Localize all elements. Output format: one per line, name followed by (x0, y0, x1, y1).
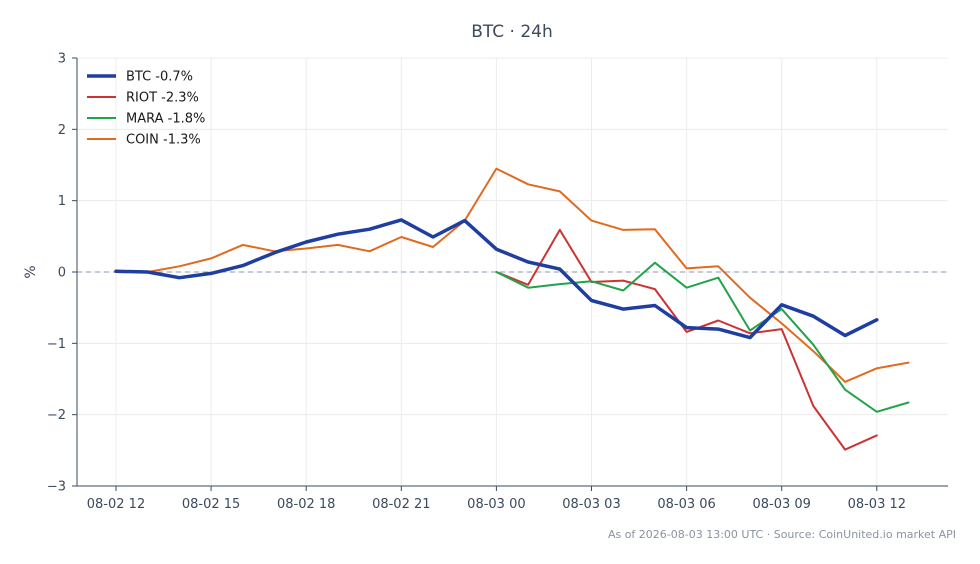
series-line-riot (495, 228, 878, 451)
legend-label: MARA -1.8% (126, 112, 205, 127)
y-tick-label: 1 (58, 194, 66, 209)
y-tick-label: −1 (47, 337, 66, 352)
series-line-btc (114, 218, 879, 340)
y-tick-label: 2 (58, 123, 66, 138)
legend-label: BTC -0.7% (126, 70, 193, 85)
x-tick-label: 08-02 21 (372, 497, 430, 512)
x-tick-label: 08-03 03 (562, 497, 620, 512)
y-tick-label: −3 (47, 480, 66, 495)
x-tick-label: 08-03 09 (752, 497, 810, 512)
x-tick-label: 08-03 12 (848, 497, 906, 512)
y-tick-label: −2 (47, 408, 66, 423)
footer-note: As of 2026-08-03 13:00 UTC · Source: Coi… (608, 528, 956, 541)
x-tick-label: 08-03 06 (657, 497, 715, 512)
chart-title: BTC · 24h (471, 22, 553, 42)
y-axis-ticks: 3 2 1 0 −1 −2 −3 (47, 52, 77, 495)
legend-label: RIOT -2.3% (126, 91, 199, 106)
x-tick-label: 08-03 00 (467, 497, 525, 512)
y-tick-label: 3 (58, 52, 66, 67)
y-tick-label: 0 (58, 266, 66, 281)
legend: BTC -0.7% RIOT -2.3% MARA -1.8% COIN -1.3% (87, 70, 205, 148)
x-axis-ticks: 08-02 12 08-02 15 08-02 18 08-02 21 08-03 00… (87, 486, 906, 512)
y-axis-label: % (23, 265, 39, 278)
series-line-mara (495, 261, 910, 413)
legend-label: COIN -1.3% (126, 133, 201, 148)
series-lines (114, 167, 910, 451)
x-tick-label: 08-02 15 (182, 497, 240, 512)
x-tick-label: 08-02 18 (277, 497, 335, 512)
x-tick-label: 08-02 12 (87, 497, 145, 512)
